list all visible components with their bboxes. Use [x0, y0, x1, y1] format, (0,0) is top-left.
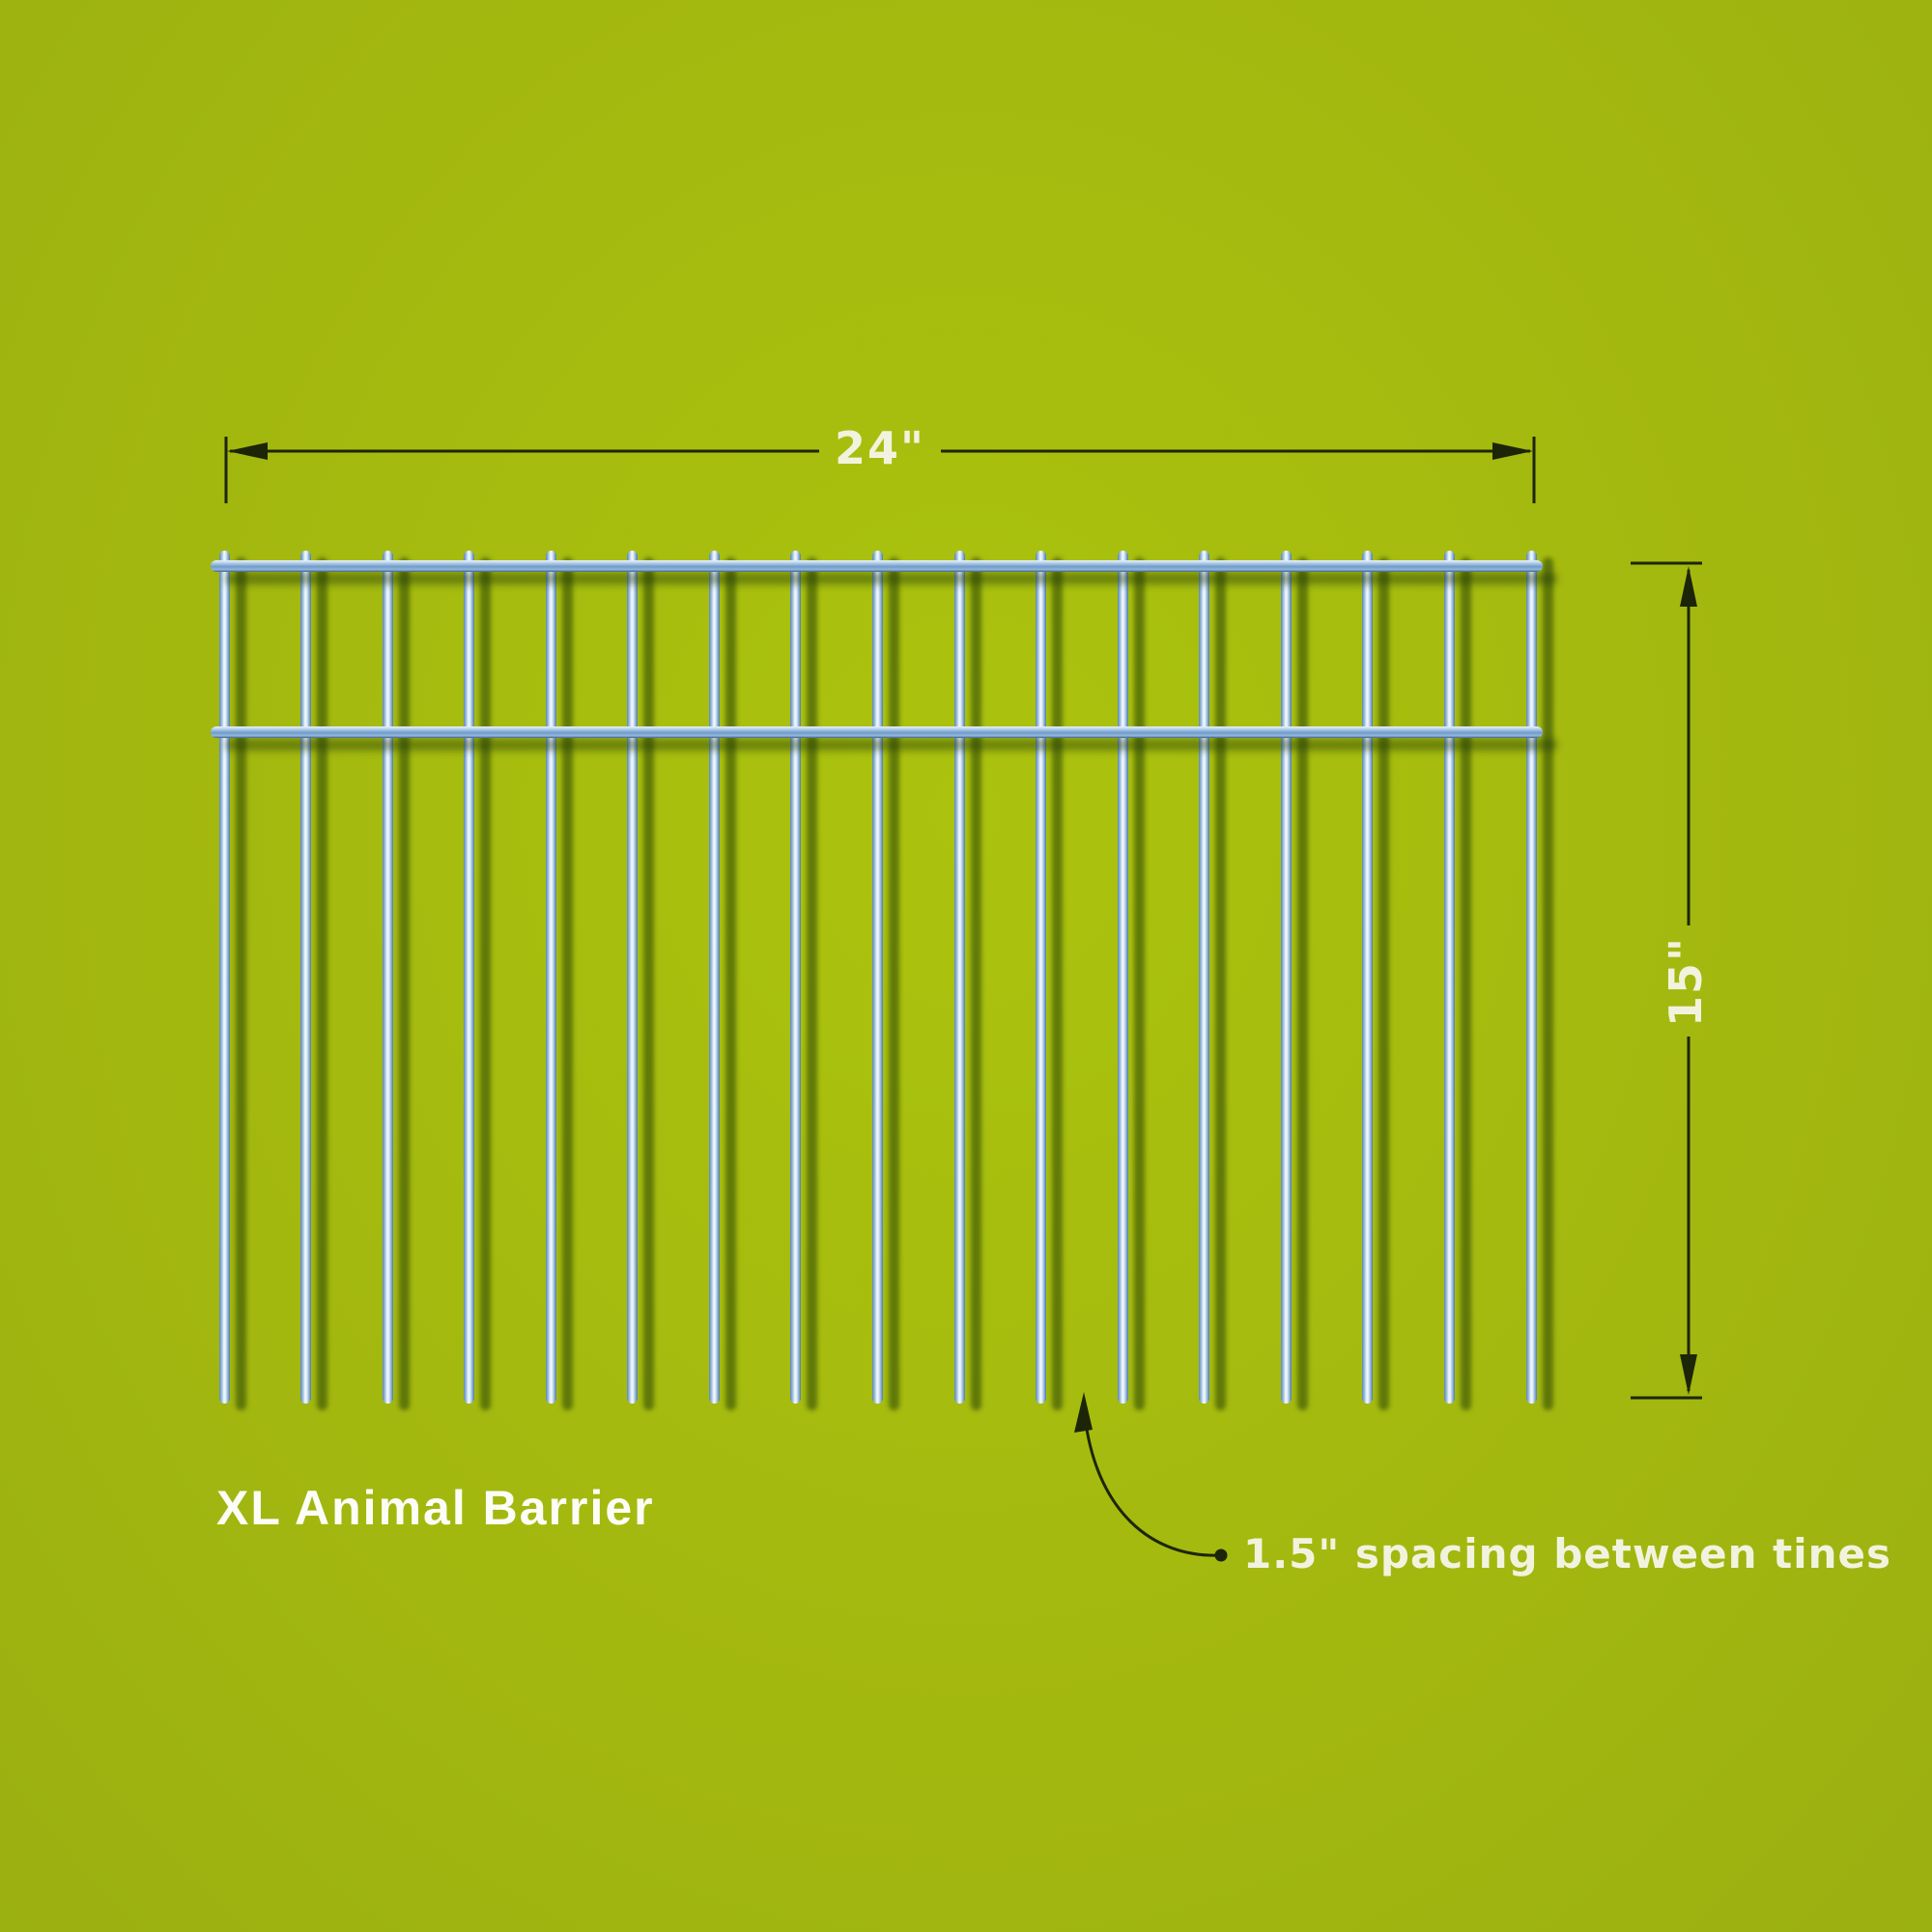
- arrow-down-icon: [1680, 1354, 1697, 1395]
- tine: [545, 551, 556, 1404]
- arrow-left-icon: [227, 442, 268, 460]
- spacing-annotation-label: 1.5" spacing between tines: [1243, 1530, 1891, 1577]
- height-dimension-label: 15": [1660, 936, 1712, 1027]
- tine: [218, 551, 230, 1404]
- tine: [708, 551, 720, 1404]
- tine: [1525, 551, 1537, 1404]
- tine: [464, 551, 475, 1404]
- leader-arrow-up-icon: [1074, 1392, 1093, 1433]
- tine: [300, 551, 312, 1404]
- tine: [1199, 551, 1210, 1404]
- leader-dot-icon: [1214, 1548, 1228, 1562]
- width-dimension-label: 24": [835, 422, 925, 474]
- tine: [1443, 551, 1455, 1404]
- tine: [1036, 551, 1047, 1404]
- tine: [790, 551, 802, 1404]
- arrow-up-icon: [1680, 566, 1697, 607]
- tine: [953, 551, 965, 1404]
- product-title: XL Animal Barrier: [216, 1481, 655, 1535]
- bottom-rail: [211, 726, 1543, 738]
- tine: [382, 551, 393, 1404]
- spacing-leader: [1074, 1392, 1228, 1562]
- tine: [1280, 551, 1292, 1404]
- tine: [872, 551, 883, 1404]
- tine: [1362, 551, 1374, 1404]
- tine: [1117, 551, 1128, 1404]
- leader-curve: [1083, 1415, 1222, 1557]
- arrow-right-icon: [1492, 442, 1533, 460]
- top-rail: [211, 560, 1543, 572]
- tine: [627, 551, 639, 1404]
